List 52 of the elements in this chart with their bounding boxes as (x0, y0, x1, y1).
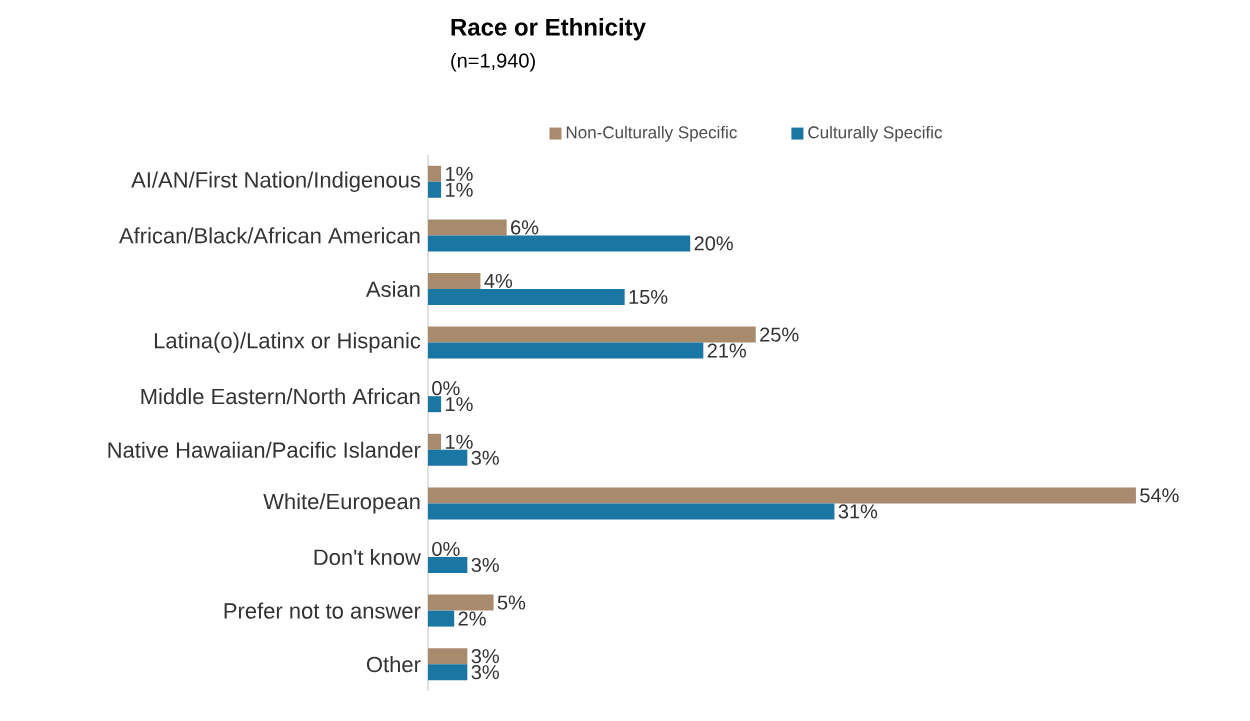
bar (427, 272, 481, 289)
data-label: 1% (446, 166, 473, 181)
data-label: 54% (1140, 488, 1179, 503)
data-label: 2% (458, 611, 486, 626)
legend-label: Culturally Specific (808, 125, 943, 142)
bar (427, 449, 468, 466)
data-label: 1% (446, 397, 473, 412)
legend-label: Non-Culturally Specific (566, 125, 737, 142)
bar (427, 648, 468, 665)
bar (427, 396, 442, 413)
data-label: 21% (707, 343, 747, 358)
data-label: 1% (446, 434, 473, 449)
data-label: 0% (432, 541, 460, 557)
bar (427, 433, 442, 450)
data-label: 6% (511, 220, 539, 235)
bar (427, 664, 468, 681)
chart-subtitle: (n=1,940) (451, 52, 535, 72)
bar (427, 610, 455, 627)
y-tick-label: Middle Eastern/North African (141, 388, 420, 405)
bar (427, 503, 835, 520)
data-label: 5% (497, 595, 526, 610)
y-tick-label: White/European (263, 493, 420, 514)
bar (427, 165, 442, 182)
data-label: 3% (471, 450, 499, 465)
y-tick-label: Don't know (314, 548, 421, 566)
data-label: 3% (471, 665, 499, 680)
bar (427, 219, 507, 236)
y-tick-label: Native Hawaiian/Pacific Islander (108, 441, 421, 458)
data-label: 3% (471, 557, 499, 573)
bar (427, 235, 691, 252)
data-label: 1% (446, 182, 473, 197)
data-label: 0% (432, 381, 460, 396)
bar (427, 556, 468, 573)
bar (427, 326, 756, 343)
bar (427, 288, 625, 305)
data-label: 3% (471, 649, 499, 664)
bar (427, 342, 704, 359)
chart-title: Race or Ethnicity (451, 18, 646, 41)
data-label: 15% (629, 289, 668, 305)
data-label: 25% (760, 327, 799, 342)
bar (427, 594, 494, 611)
bar (427, 487, 1136, 504)
y-tick-label: Prefer not to answer (224, 602, 421, 619)
data-label: 20% (694, 236, 733, 251)
data-label: 4% (484, 273, 513, 288)
y-tick-label: Latina(o)/Latinx or Hispanic (154, 332, 421, 353)
data-label: 31% (838, 504, 878, 519)
bar (427, 181, 442, 198)
y-tick-label: African/Black/African American (118, 227, 420, 244)
y-tick-label: Asian (365, 280, 420, 298)
y-tick-label: AI/AN/First Nation/Indigenous (131, 171, 421, 193)
y-tick-label: Other (366, 656, 421, 673)
